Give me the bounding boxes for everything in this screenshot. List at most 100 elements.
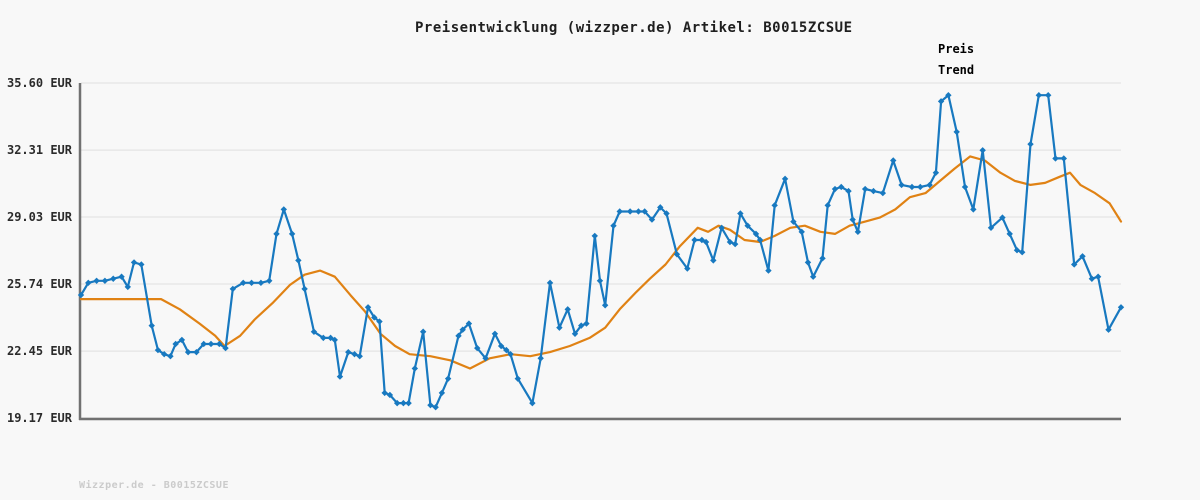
- preis-marker: [616, 208, 623, 215]
- preis-marker: [691, 236, 698, 244]
- preis-marker: [1094, 273, 1102, 280]
- preis-marker: [970, 206, 977, 213]
- preis-marker: [999, 214, 1006, 221]
- preis-marker: [870, 187, 877, 195]
- preis-marker: [273, 230, 280, 238]
- preis-marker: [331, 336, 338, 344]
- preis-marker: [138, 261, 145, 268]
- preis-marker: [890, 157, 897, 164]
- preis-marker: [381, 389, 388, 397]
- preis-marker: [756, 236, 764, 244]
- preis-marker: [240, 279, 247, 287]
- preis-marker: [427, 401, 434, 409]
- preis-marker: [1088, 275, 1096, 282]
- preis-marker: [1035, 92, 1043, 99]
- preis-marker: [809, 273, 817, 280]
- preis-marker: [578, 322, 585, 329]
- preis-marker: [1079, 253, 1086, 260]
- preis-marker: [591, 232, 598, 240]
- preis-marker: [405, 399, 412, 407]
- preis-marker: [222, 344, 229, 352]
- preis-marker: [737, 210, 744, 217]
- preis-marker: [386, 391, 394, 399]
- preis-marker: [85, 279, 92, 287]
- preis-marker: [556, 324, 563, 331]
- preis-marker: [459, 326, 466, 333]
- preis-marker: [1105, 326, 1112, 333]
- preis-marker: [718, 224, 725, 231]
- preis-marker: [301, 285, 308, 293]
- chart-title: Preisentwicklung (wizzper.de) Artikel: B…: [415, 20, 853, 36]
- preis-marker: [172, 340, 179, 348]
- preis-marker: [804, 259, 812, 266]
- preis-marker: [393, 399, 401, 407]
- preis-marker: [838, 183, 845, 191]
- preis-marker: [546, 279, 554, 287]
- trend-line: [79, 155, 1123, 370]
- preis-marker: [831, 185, 839, 193]
- preis-marker: [356, 353, 363, 360]
- preis-marker: [438, 389, 446, 397]
- legend: Preis Trend: [938, 39, 974, 81]
- preis-marker: [1052, 155, 1059, 162]
- preis-marker: [898, 181, 905, 189]
- preis-marker: [529, 399, 536, 407]
- preis-marker: [824, 202, 831, 209]
- preis-marker: [118, 273, 125, 280]
- preis-marker: [345, 348, 352, 356]
- preis-marker: [336, 373, 344, 380]
- preis-marker: [979, 147, 986, 154]
- preis-marker: [148, 322, 155, 329]
- preis-marker: [861, 185, 869, 193]
- preis-marker: [497, 342, 505, 350]
- preis-marker: [564, 306, 571, 313]
- preis-marker: [684, 265, 691, 272]
- preis-marker: [726, 238, 734, 246]
- preis-marker: [77, 291, 85, 299]
- preis-marker: [879, 189, 887, 197]
- preis-marker: [635, 208, 642, 215]
- preis-marker: [945, 92, 952, 99]
- preis-marker: [371, 314, 378, 321]
- preis-marker: [465, 320, 473, 327]
- preis-marker: [663, 210, 670, 217]
- preis-marker: [491, 330, 499, 337]
- preis-marker: [474, 344, 481, 352]
- preis-marker: [444, 375, 452, 382]
- preis-marker: [702, 238, 710, 246]
- preis-marker: [849, 216, 856, 223]
- preis-marker: [280, 206, 287, 213]
- preis-marker: [266, 277, 273, 284]
- preis-marker: [1117, 304, 1125, 311]
- preis-marker: [781, 175, 789, 183]
- preis-marker: [101, 277, 109, 284]
- preis-marker: [790, 218, 797, 225]
- preis-marker: [93, 277, 100, 284]
- preis-marker: [583, 320, 590, 327]
- preis-marker: [376, 318, 383, 325]
- preis-marker: [571, 330, 579, 337]
- preis-marker: [229, 285, 237, 293]
- preis-marker: [400, 399, 407, 407]
- preis-marker: [130, 259, 138, 266]
- preis-marker: [537, 355, 544, 362]
- preis-marker: [673, 251, 681, 258]
- preis-marker: [257, 279, 265, 287]
- preis-marker: [610, 222, 617, 229]
- preis-marker: [1013, 246, 1021, 254]
- preis-marker: [320, 334, 327, 342]
- footer-watermark: Wizzper.de - B0015ZCSUE: [79, 480, 229, 491]
- preis-marker: [364, 304, 372, 311]
- preis-marker: [987, 224, 995, 231]
- preis-marker: [908, 183, 916, 191]
- preis-marker: [161, 350, 168, 358]
- preis-marker: [503, 346, 510, 354]
- preis-marker: [514, 375, 521, 382]
- preis-marker: [167, 353, 174, 360]
- preis-marker: [154, 346, 162, 354]
- preis-marker: [288, 230, 296, 238]
- preis-marker: [932, 169, 940, 176]
- preis-marker: [854, 228, 862, 236]
- preis-marker: [184, 348, 192, 356]
